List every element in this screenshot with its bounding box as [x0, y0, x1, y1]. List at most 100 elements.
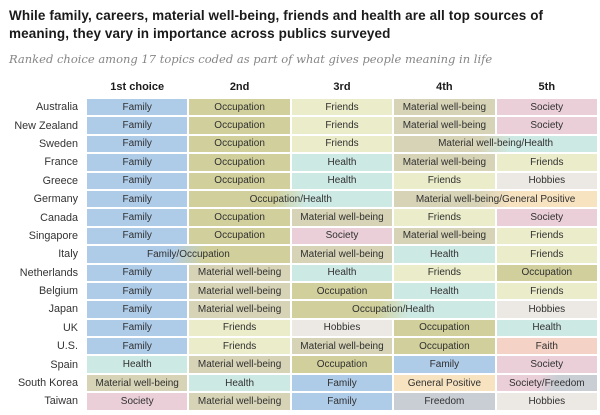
rank-cell: Friends — [496, 246, 597, 263]
chart-subtitle: Ranked choice among 17 topics coded as p… — [9, 52, 493, 66]
rank-cell: Friends — [394, 264, 495, 281]
country-label: South Korea — [17, 377, 78, 390]
rank-cell: Material well-being — [189, 301, 290, 318]
rank-cell: Society — [496, 356, 597, 373]
rank-cell: Society — [496, 209, 597, 226]
rank-cell: Health — [87, 356, 188, 373]
rank-cell: Health — [496, 319, 597, 337]
country-label: Australia — [35, 101, 78, 114]
rank-cell: Friends — [496, 154, 597, 171]
rank-cell: Family — [87, 264, 188, 281]
country-label: France — [44, 156, 78, 169]
rank-cell: Family — [87, 154, 188, 171]
rank-cell: Faith — [496, 338, 597, 355]
country-label: Japan — [48, 303, 78, 316]
rank-cell: Health — [394, 282, 495, 300]
rank-cell: Health — [291, 172, 393, 189]
country-label: Italy — [58, 248, 78, 261]
rank-cell: Material well-being — [394, 99, 495, 116]
column-header: 5th — [538, 81, 556, 93]
rank-cell: Occupation — [189, 154, 290, 171]
rank-cell: Society — [496, 117, 597, 134]
country-label: Belgium — [38, 285, 78, 298]
rank-cell: Occupation — [189, 135, 290, 153]
rank-cell: Occupation — [496, 264, 597, 281]
rank-cell: Family — [87, 209, 188, 226]
rank-cell: Material well-being — [189, 393, 290, 410]
rank-cell: Society — [87, 393, 188, 410]
rank-cell: Family — [87, 338, 188, 355]
rank-cell: Freedom — [394, 393, 495, 410]
rank-cell: Family — [87, 135, 188, 153]
country-label: Canada — [40, 211, 78, 224]
country-label: New Zealand — [14, 119, 78, 132]
rank-cell: Occupation — [291, 356, 393, 373]
column-header: 3rd — [333, 81, 351, 93]
country-label: Greece — [42, 174, 78, 187]
rank-cell: Society — [496, 99, 597, 116]
rank-cell: Society — [291, 227, 393, 245]
rank-cell: Material well-being — [87, 374, 188, 392]
country-label: UK — [63, 321, 78, 334]
rank-cell: Family — [87, 99, 188, 116]
rank-cell: Occupation — [189, 117, 290, 134]
rank-cell: Family — [87, 227, 188, 245]
rank-cell: Material well-being — [394, 154, 495, 171]
rank-cell: Family — [87, 319, 188, 337]
header-spacer — [5, 79, 85, 95]
rank-cell: Occupation — [394, 319, 495, 337]
rank-cell: Family — [87, 301, 188, 318]
rank-cell: Occupation — [189, 99, 290, 116]
country-label: Sweden — [38, 137, 78, 150]
rank-cell: Material well-being/Health — [394, 135, 597, 153]
rank-cell: Friends — [189, 338, 290, 355]
country-label: Singapore — [28, 229, 78, 242]
rank-cell: Health — [291, 264, 393, 281]
rank-cell: Friends — [394, 172, 495, 189]
rank-cell: Material well-being — [189, 282, 290, 300]
rank-cell: Family — [291, 374, 393, 392]
rank-cell: Health — [394, 246, 495, 263]
rank-cell: Friends — [189, 319, 290, 337]
rank-cell: Material well-being — [189, 264, 290, 281]
rank-cell: Material well-being/General Positive — [394, 190, 597, 208]
rank-cell: Material well-being — [291, 338, 393, 355]
column-header: 2nd — [229, 81, 250, 93]
rank-cell: Material well-being — [291, 246, 393, 263]
rank-cell: Material well-being — [291, 209, 393, 226]
rank-cell: Health — [189, 374, 290, 392]
rank-cell: Society/Freedom — [496, 374, 597, 392]
rank-cell: Friends — [394, 209, 495, 226]
rank-cell: General Positive — [394, 374, 495, 392]
rank-cell: Family — [87, 190, 188, 208]
column-header: 4th — [436, 81, 453, 93]
rank-cell: Occupation/Health — [189, 190, 393, 208]
rank-cell: Occupation — [291, 282, 393, 300]
rank-cell: Friends — [496, 227, 597, 245]
rank-cell: Family — [394, 356, 495, 373]
rank-cell: Hobbies — [496, 393, 597, 410]
rank-cell: Friends — [291, 99, 393, 116]
column-headers: 1st choice 2nd 3rd 4th 5th — [5, 79, 597, 95]
rank-cell: Occupation — [189, 172, 290, 189]
rank-cell: Material well-being — [189, 356, 290, 373]
rank-cell: Family — [87, 282, 188, 300]
rank-cell: Hobbies — [496, 172, 597, 189]
rank-cell: Friends — [496, 282, 597, 300]
country-label: Taiwan — [44, 395, 78, 408]
rank-cell: Family/Occupation — [87, 246, 290, 263]
chart-title: While family, careers, material well-bei… — [9, 8, 544, 42]
country-label: Netherlands — [19, 266, 78, 279]
rank-cell: Occupation — [189, 227, 290, 245]
rank-cell: Occupation — [394, 338, 495, 355]
ranking-table: 1st choice 2nd 3rd 4th 5th Australia Family Oc… — [5, 79, 597, 410]
rank-cell: Friends — [291, 135, 393, 153]
rank-cell: Health — [291, 154, 393, 171]
ranking-grid: Australia Family Occupation Friends Material… — [5, 99, 597, 410]
country-label: Germany — [33, 193, 78, 206]
country-label: Spain — [50, 358, 78, 371]
rank-cell: Friends — [291, 117, 393, 134]
rank-cell: Occupation/Health — [291, 301, 495, 318]
rank-cell: Occupation — [189, 209, 290, 226]
